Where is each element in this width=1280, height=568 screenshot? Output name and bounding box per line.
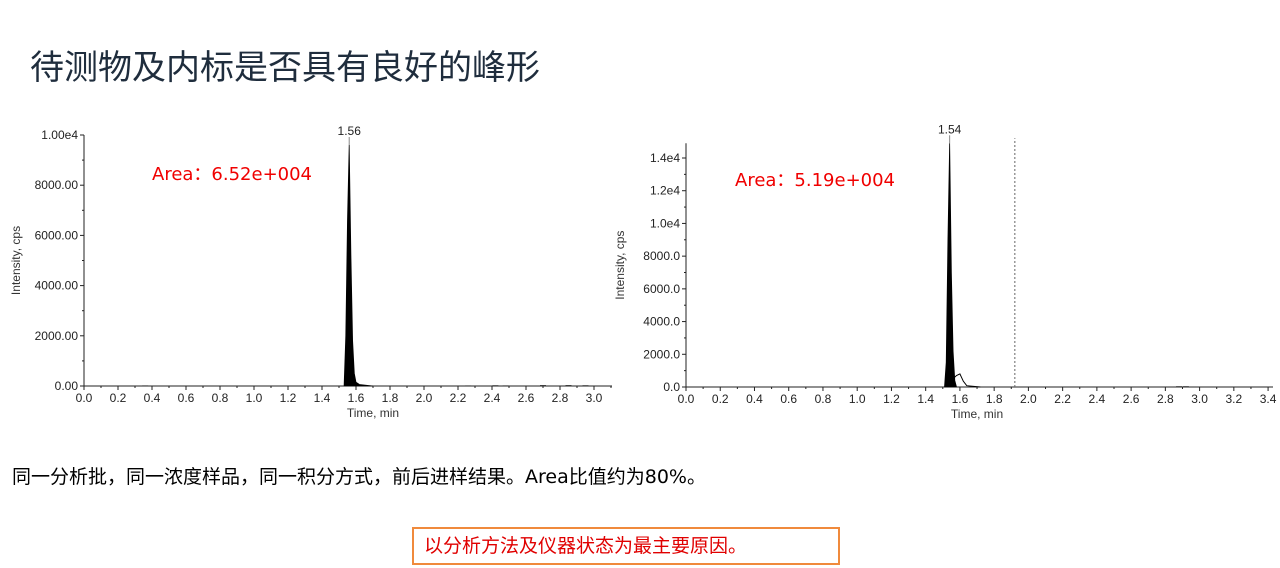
y-tick-label: 1.4e4 [650,151,680,165]
x-tick-label: 0.0 [678,392,695,406]
x-tick-label: 0.0 [76,391,93,405]
x-tick-label: 2.2 [1054,392,1071,406]
x-tick-label: 2.6 [1123,392,1140,406]
peak-rt-label: 1.54 [938,122,962,136]
x-axis-label: Time, min [347,406,399,420]
baseline-noise [502,385,509,386]
x-tick-label: 2.8 [552,391,569,405]
integrated-peak [343,145,374,387]
baseline-noise [540,385,546,386]
y-axis-label: Intensity, cps [9,226,23,295]
slide-note: 同一分析批，同一浓度样品，同一积分方式，前后进样结果。Area比值约为80%。 [12,466,706,488]
unintegrated-peak [944,373,981,388]
y-axis-label: Intensity, cps [613,231,627,300]
y-tick-label: 2000.00 [35,329,79,343]
x-tick-label: 1.2 [280,391,297,405]
x-tick-label: 0.4 [746,392,763,406]
chart-1: 0.0 0.2 0.4 0.6 0.8 1.0 1.2 1.4 1.6 1.8 2.0 2.2 2.4 2… [9,124,612,420]
y-tick-label: 2000.0 [643,347,680,361]
area-annotation: Area：6.52e+004 [152,164,312,185]
y-tick-label: 0.00 [55,379,79,393]
baseline-noise [142,385,149,386]
x-tick-label: 2.0 [416,391,433,405]
x-tick-label: 2.6 [518,391,535,405]
y-tick-label: 6000.00 [35,228,79,242]
x-tick-label: 0.8 [212,391,229,405]
x-tick-label: 3.4 [1260,392,1277,406]
y-tick-label: 6000.0 [643,282,680,296]
x-tick-label: 1.0 [849,392,866,406]
x-tick-label: 1.4 [314,391,331,405]
x-tick-label: 1.2 [883,392,900,406]
y-tick-label: 4000.00 [35,279,79,293]
chart-2: 0.0 0.2 0.4 0.6 0.8 1.0 1.2 1.4 1.6 1.8 2.0 2.2 2.4 2… [613,122,1277,421]
peak-rt-label: 1.56 [338,124,362,138]
x-tick-label: 2.4 [484,391,501,405]
x-axis-label: Time, min [951,407,1003,421]
baseline-noise [582,385,589,386]
x-tick-label: 3.0 [1191,392,1208,406]
integrated-peak [944,143,958,388]
y-tick-label: 8000.0 [643,249,680,263]
slide-title: 待测物及内标是否具有良好的峰形 [30,48,540,88]
x-tick-label: 1.0 [246,391,263,405]
y-tick-label: 8000.00 [35,178,79,192]
x-tick-label: 2.8 [1157,392,1174,406]
baseline-noise [492,385,499,386]
x-tick-label: 2.2 [450,391,467,405]
x-tick-label: 0.6 [178,391,195,405]
x-tick-label: 1.6 [348,391,365,405]
x-tick-label: 1.8 [382,391,399,405]
area-annotation: Area：5.19e+004 [735,170,895,191]
x-tick-label: 3.2 [1225,392,1242,406]
y-tick-label: 4000.0 [643,315,680,329]
baseline-noise [1176,386,1183,387]
x-tick-label: 0.2 [712,392,729,406]
x-tick-label: 0.4 [144,391,161,405]
x-tick-label: 1.6 [952,392,969,406]
x-tick-label: 0.8 [815,392,832,406]
y-tick-label: 0.0 [663,380,680,394]
baseline-noise [565,385,572,386]
x-tick-label: 3.0 [586,391,603,405]
x-tick-label: 0.6 [780,392,797,406]
x-tick-label: 0.2 [110,391,127,405]
baseline-noise [1182,386,1189,387]
conclusion-box: 以分析方法及仪器状态为最主要原因。 [412,527,840,565]
x-tick-label: 2.0 [1020,392,1037,406]
x-tick-label: 2.4 [1089,392,1106,406]
y-tick-label: 1.2e4 [650,184,680,198]
y-tick-label: 1.0e4 [650,216,680,230]
y-tick-label: 1.00e4 [41,128,78,142]
x-tick-label: 1.8 [986,392,1003,406]
x-tick-label: 1.4 [917,392,934,406]
